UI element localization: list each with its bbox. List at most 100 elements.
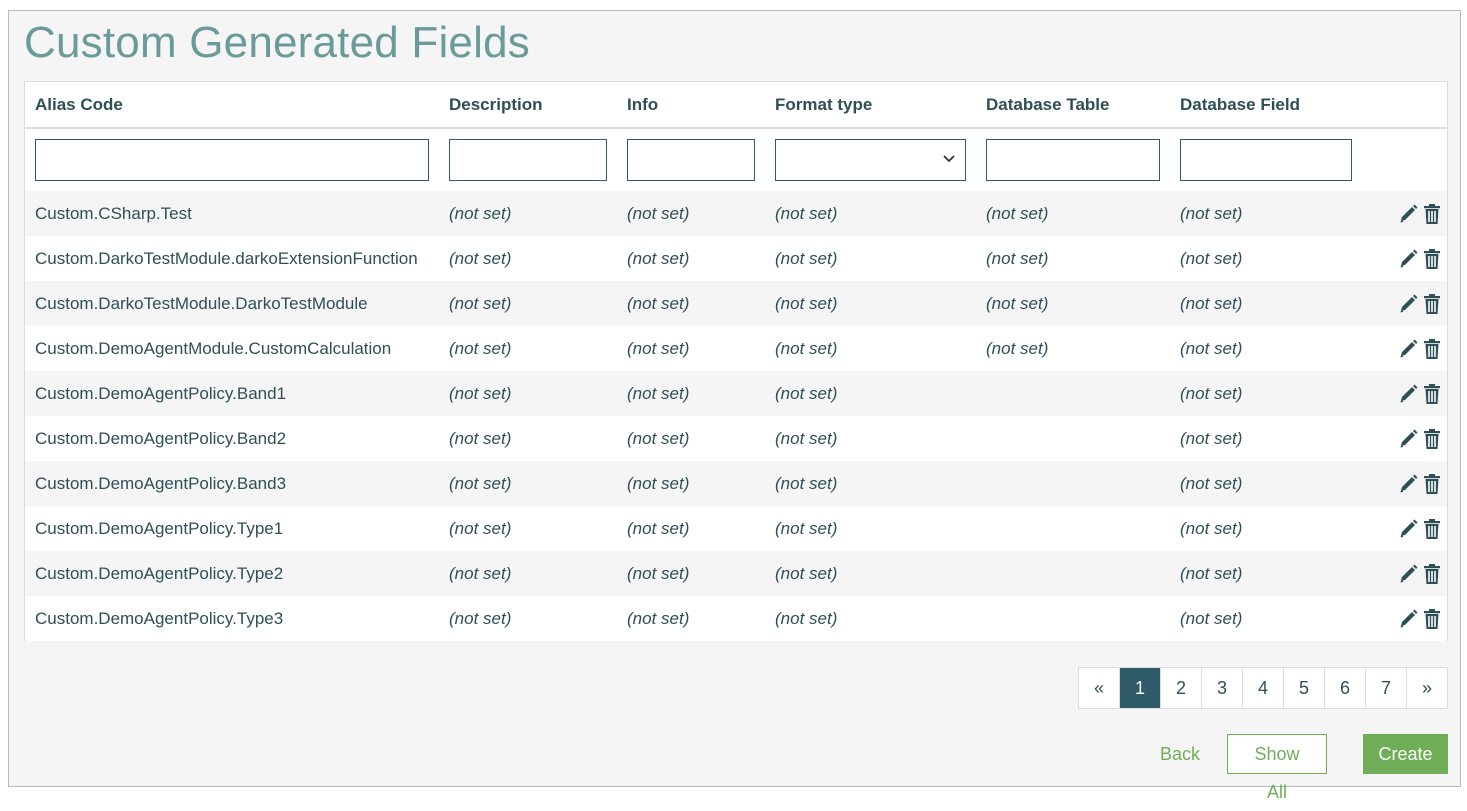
database-field-filter-input[interactable] (1180, 139, 1352, 181)
info-cell: (not set) (627, 608, 690, 628)
pagination-page-2[interactable]: 2 (1160, 668, 1201, 708)
column-header-alias-code[interactable]: Alias Code (25, 82, 439, 129)
pagination-page-6[interactable]: 6 (1324, 668, 1365, 708)
database-field-cell: (not set) (1180, 428, 1243, 448)
trash-icon[interactable] (1421, 248, 1441, 270)
info-cell: (not set) (627, 203, 690, 223)
pencil-icon[interactable] (1398, 473, 1418, 495)
pagination-page-4[interactable]: 4 (1242, 668, 1283, 708)
main-panel: Custom Generated Fields Alias Code Descr… (8, 10, 1461, 802)
info-filter-input[interactable] (627, 139, 755, 181)
alias-code-cell: Custom.CSharp.Test (35, 203, 192, 223)
pagination-next-button[interactable]: » (1406, 668, 1447, 708)
column-header-actions (1362, 82, 1447, 129)
alias-code-cell: Custom.DemoAgentPolicy.Band2 (35, 428, 287, 448)
chevron-down-icon (943, 150, 955, 171)
pencil-icon[interactable] (1398, 518, 1418, 540)
database-table-cell (976, 371, 1170, 416)
format-type-cell: (not set) (775, 473, 838, 493)
row-actions (1362, 236, 1447, 281)
database-field-cell: (not set) (1180, 473, 1243, 493)
table-row: Custom.DemoAgentPolicy.Band1 (not set) (no… (25, 371, 1447, 416)
alias-code-cell: Custom.DemoAgentPolicy.Type2 (35, 563, 284, 583)
alias-code-cell: Custom.DarkoTestModule.DarkoTestModule (35, 293, 368, 313)
trash-icon[interactable] (1421, 338, 1441, 360)
pagination-page-3[interactable]: 3 (1201, 668, 1242, 708)
alias-code-cell: Custom.DemoAgentModule.CustomCalculation (35, 338, 392, 358)
row-actions (1362, 281, 1447, 326)
trash-icon[interactable] (1421, 608, 1441, 630)
format-type-cell: (not set) (775, 428, 838, 448)
alias-code-cell: Custom.DarkoTestModule.darkoExtensionFun… (35, 248, 418, 268)
pagination-prev-button[interactable]: « (1093, 678, 1104, 698)
row-actions (1362, 461, 1447, 506)
trash-icon[interactable] (1421, 293, 1441, 315)
table-row: Custom.DarkoTestModule.darkoExtensionFun… (25, 236, 1447, 281)
back-button[interactable]: Back (1159, 744, 1200, 764)
database-field-cell: (not set) (1180, 338, 1243, 358)
database-table-cell (976, 551, 1170, 596)
pencil-icon[interactable] (1398, 248, 1418, 270)
row-actions (1362, 326, 1447, 371)
show-all-button[interactable]: Show All (1227, 734, 1327, 802)
table-row: Custom.DemoAgentPolicy.Type3 (not set) (no… (25, 596, 1447, 641)
database-table-filter-input[interactable] (986, 139, 1160, 181)
column-header-description[interactable]: Description (439, 82, 617, 129)
description-cell: (not set) (449, 203, 512, 223)
alias-code-filter-input[interactable] (35, 139, 429, 181)
database-field-cell: (not set) (1180, 383, 1243, 403)
database-table-cell (976, 506, 1170, 551)
pencil-icon[interactable] (1398, 563, 1418, 585)
table-row: Custom.DemoAgentModule.CustomCalculation… (25, 326, 1447, 371)
table-body: Custom.CSharp.Test (not set) (not set) (not… (25, 191, 1447, 641)
description-cell: (not set) (449, 428, 512, 448)
description-filter-input[interactable] (449, 139, 607, 181)
description-cell: (not set) (449, 383, 512, 403)
pagination: « 1 2 3 4 5 6 7» (1078, 667, 1448, 709)
format-type-cell: (not set) (775, 338, 838, 358)
row-actions (1362, 191, 1447, 236)
database-field-cell: (not set) (1180, 293, 1243, 313)
database-field-cell: (not set) (1180, 608, 1243, 628)
trash-icon[interactable] (1421, 473, 1441, 495)
format-type-cell: (not set) (775, 383, 838, 403)
description-cell: (not set) (449, 248, 512, 268)
trash-icon[interactable] (1421, 383, 1441, 405)
description-cell: (not set) (449, 338, 512, 358)
filter-row (25, 128, 1447, 191)
trash-icon[interactable] (1421, 518, 1441, 540)
pencil-icon[interactable] (1398, 203, 1418, 225)
description-cell: (not set) (449, 608, 512, 628)
trash-icon[interactable] (1421, 428, 1441, 450)
pencil-icon[interactable] (1398, 608, 1418, 630)
row-actions (1362, 416, 1447, 461)
row-actions (1362, 371, 1447, 416)
pencil-icon[interactable] (1398, 293, 1418, 315)
pagination-page-1[interactable]: 1 (1119, 668, 1160, 708)
table-row: Custom.DarkoTestModule.DarkoTestModule (n… (25, 281, 1447, 326)
info-cell: (not set) (627, 383, 690, 403)
pencil-icon[interactable] (1398, 428, 1418, 450)
trash-icon[interactable] (1421, 563, 1441, 585)
create-button[interactable]: Create (1363, 734, 1448, 774)
database-table-cell: (not set) (986, 248, 1049, 268)
pagination-page-5[interactable]: 5 (1283, 668, 1324, 708)
pencil-icon[interactable] (1398, 383, 1418, 405)
column-header-database-table[interactable]: Database Table (976, 82, 1170, 129)
pagination-page-7[interactable]: 7 (1365, 668, 1406, 708)
format-type-cell: (not set) (775, 518, 838, 538)
table-row: Custom.DemoAgentPolicy.Type2 (not set) (no… (25, 551, 1447, 596)
column-header-format-type[interactable]: Format type (765, 82, 976, 129)
alias-code-cell: Custom.DemoAgentPolicy.Band3 (35, 473, 287, 493)
pencil-icon[interactable] (1398, 338, 1418, 360)
table-row: Custom.DemoAgentPolicy.Type1 (not set) (no… (25, 506, 1447, 551)
database-field-cell: (not set) (1180, 563, 1243, 583)
row-actions (1362, 551, 1447, 596)
description-cell: (not set) (449, 473, 512, 493)
column-header-info[interactable]: Info (617, 82, 765, 129)
database-field-cell: (not set) (1180, 248, 1243, 268)
format-type-filter-select[interactable] (775, 139, 966, 181)
database-table-cell: (not set) (986, 338, 1049, 358)
column-header-database-field[interactable]: Database Field (1170, 82, 1362, 129)
trash-icon[interactable] (1421, 203, 1441, 225)
